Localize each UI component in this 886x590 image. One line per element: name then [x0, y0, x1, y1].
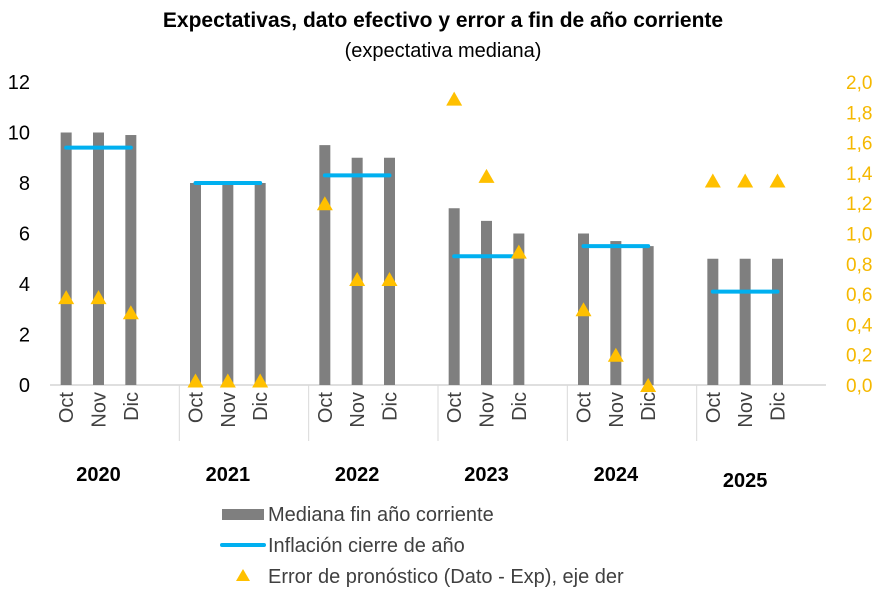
error-triangle	[187, 373, 204, 388]
y-tick-label: 6	[19, 224, 30, 246]
month-label: Oct	[186, 392, 208, 424]
month-label: Oct	[574, 392, 596, 424]
year-label: 2022	[335, 464, 380, 486]
median-bar	[60, 132, 72, 385]
median-bar	[93, 132, 104, 385]
median-bar	[610, 241, 622, 385]
chart-title: Expectativas, dato efectivo y error a fi…	[163, 9, 723, 32]
y-tick-label: 0	[19, 375, 30, 397]
year-label: 2020	[76, 464, 121, 486]
y-tick-label: 4	[19, 274, 30, 296]
error-triangle	[349, 271, 366, 286]
legend-swatch-median	[222, 509, 264, 520]
month-label: Nov	[89, 392, 111, 428]
y-tick-label: 10	[8, 123, 30, 145]
y2-tick-label: 0,4	[846, 315, 873, 336]
y2-tick-label: 1,2	[846, 194, 872, 215]
median-bar	[222, 183, 234, 385]
legend-label: Inflación cierre de año	[268, 535, 465, 557]
error-triangle	[381, 271, 398, 286]
y2-tick-label: 0,6	[846, 285, 872, 306]
median-bar	[254, 183, 266, 385]
year-label: 2025	[723, 470, 768, 492]
legend-label: Error de pronóstico (Dato - Exp), eje de…	[268, 566, 624, 588]
month-label: Nov	[477, 392, 499, 428]
error-triangle	[737, 173, 754, 188]
error-triangle	[252, 373, 269, 388]
month-label: Nov	[218, 392, 240, 428]
month-label: Dic	[638, 392, 660, 421]
year-label: 2023	[464, 464, 509, 486]
error-triangle	[90, 290, 107, 305]
median-bar	[319, 145, 331, 385]
y2-tick-label: 1,4	[846, 164, 873, 185]
median-bar	[448, 208, 460, 385]
month-label: Oct	[444, 392, 466, 424]
month-label: Nov	[347, 392, 369, 428]
year-label: 2024	[594, 464, 639, 486]
month-label: Nov	[606, 392, 628, 428]
month-label: Oct	[315, 392, 337, 424]
month-label: Dic	[250, 392, 272, 421]
error-triangle	[640, 378, 657, 392]
month-label: Oct	[56, 392, 78, 424]
median-bar	[125, 135, 137, 385]
legend-label: Mediana fin año corriente	[268, 504, 494, 526]
y2-tick-label: 0,8	[846, 255, 872, 276]
month-label: Dic	[768, 392, 790, 421]
error-triangle	[122, 305, 139, 320]
month-label: Dic	[380, 392, 402, 421]
y2-tick-label: 0,0	[846, 376, 872, 397]
legend-swatch-error	[236, 569, 250, 581]
y2-tick-label: 1,8	[846, 103, 872, 124]
error-triangle	[769, 173, 786, 188]
median-bar	[351, 157, 363, 385]
y2-tick-label: 1,0	[846, 225, 872, 246]
median-bar	[513, 233, 525, 385]
error-triangle	[704, 173, 721, 188]
error-triangle	[219, 373, 236, 388]
median-bar	[739, 258, 751, 385]
y-tick-label: 12	[8, 72, 30, 94]
plot-area: 0 2 4 6 8 10 12 0,0 0,2 0,4 0,6 0,8 1,0 1,2 1,4 1,6 1,8 2…	[8, 72, 873, 492]
error-triangle	[607, 347, 624, 362]
error-triangle	[446, 91, 463, 106]
month-label: Dic	[509, 392, 531, 421]
y2-tick-label: 2,0	[846, 73, 872, 94]
error-triangle	[575, 302, 592, 317]
y2-tick-label: 0,2	[846, 346, 872, 367]
median-bar	[642, 246, 654, 385]
month-label: Dic	[121, 392, 143, 421]
error-triangle	[58, 290, 75, 305]
error-triangle	[316, 196, 333, 211]
median-bar	[190, 183, 201, 385]
median-bar	[772, 258, 783, 385]
chart-subtitle: (expectativa mediana)	[345, 40, 542, 62]
error-triangle	[478, 168, 495, 183]
error-triangle	[510, 244, 527, 259]
month-label: Oct	[703, 392, 725, 424]
median-bar	[707, 258, 719, 385]
median-bar	[481, 220, 492, 385]
y2-tick-label: 1,6	[846, 134, 872, 155]
y-tick-label: 8	[19, 173, 30, 195]
median-bar	[384, 157, 395, 385]
y-tick-label: 2	[19, 325, 30, 347]
month-label: Nov	[735, 392, 757, 428]
year-label: 2021	[206, 464, 251, 486]
legend: Mediana fin año corriente Inflación cierr…	[220, 504, 624, 588]
